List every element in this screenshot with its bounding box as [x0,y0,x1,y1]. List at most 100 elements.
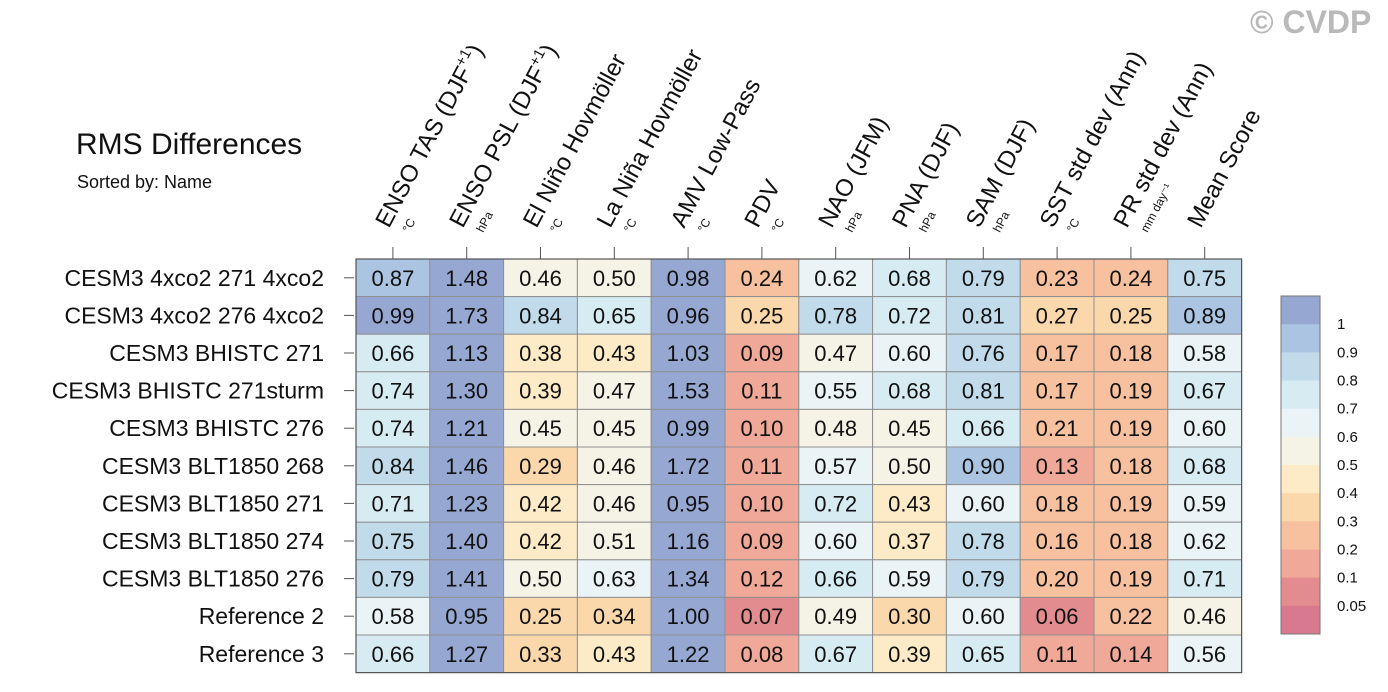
heatmap-cell [355,371,431,410]
cell-value-label: 0.58 [1183,341,1226,366]
colorbar-tick-label: 0.1 [1337,570,1358,587]
cell-value-label: 0.43 [593,341,636,366]
cell-value-label: 0.20 [1036,567,1079,592]
colorbar-swatch [1281,465,1320,494]
column-label-superscript: +1 [452,46,475,69]
cell-value-label: 0.12 [740,567,783,592]
cell-value-label: 0.60 [888,341,931,366]
cell-value-label: 0.65 [962,642,1005,667]
heatmap-cell [798,296,874,335]
heatmap-cell [1019,484,1095,523]
cell-value-label: 0.96 [667,303,710,328]
cell-value-label: 0.17 [1036,341,1079,366]
heatmap-cell [576,484,652,523]
heatmap-cell [724,296,800,335]
heatmap-cell [798,634,874,674]
cell-value-label: 0.79 [371,567,414,592]
cell-value-label: 0.11 [741,454,782,479]
column-header: SST std dev (Ann)°C [1035,46,1151,235]
cell-value-label: 0.10 [740,416,783,441]
heatmap-frame [355,258,1243,674]
heatmap-cell [576,596,652,636]
cell-value-label: 0.38 [519,341,562,366]
row-label: Reference 3 [199,641,324,667]
row-label: CESM3 4xco2 276 4xco2 [64,302,324,328]
heatmap-cell [1167,521,1243,561]
heatmap-cell [355,333,431,373]
colorbar-swatch [1281,493,1320,522]
heatmap-cell [503,371,578,410]
heatmap-cell [872,446,947,486]
heatmap-cell [576,446,652,486]
colorbar-tick-label: 0.4 [1337,485,1358,502]
cell-value-label: 0.10 [740,491,783,516]
cell-value-label: 0.48 [814,416,857,441]
heatmap-cell [798,596,874,636]
cell-value-label: 0.81 [962,379,1005,404]
cell-value-label: 0.68 [1183,454,1226,479]
row-label: CESM3 BLT1850 268 [102,453,324,479]
cell-value-label: 0.84 [371,454,414,479]
cell-value-label: 1.16 [667,529,710,554]
cell-value-label: 1.72 [667,454,710,479]
heatmap-cell [650,559,726,598]
cell-value-label: 0.39 [519,379,562,404]
cell-value-label: 1.21 [445,416,488,441]
cell-value-label: 1.46 [445,454,488,479]
cell-value-label: 0.23 [1036,266,1079,291]
row-label: CESM3 BHISTC 276 [109,415,324,441]
heatmap-cell [503,559,578,598]
column-unit-label: °C [621,216,640,235]
row-label: CESM3 BLT1850 274 [102,528,324,554]
heatmap-cell [872,258,947,298]
row-label: CESM3 BLT1850 276 [102,566,324,592]
cell-value-label: 0.25 [740,303,783,328]
cell-value-label: 0.46 [593,454,636,479]
cell-value-label: 0.60 [1183,416,1226,441]
heatmap-cell [872,521,947,561]
row-label: Reference 2 [199,603,324,629]
cell-value-label: 0.07 [740,604,783,629]
cell-value-label: 0.45 [593,416,636,441]
cell-value-label: 0.50 [593,266,636,291]
cell-value-label: 1.41 [445,567,488,592]
cell-value-label: 0.90 [962,454,1005,479]
cell-value-label: 0.66 [371,341,414,366]
column-label: Mean Score [1182,105,1267,232]
cell-value-label: 0.33 [519,642,562,667]
cell-value-label: 0.60 [814,529,857,554]
heatmap-cell [1167,333,1243,373]
cell-value-label: 0.09 [740,529,783,554]
colorbar-tick-label: 0.2 [1337,542,1358,559]
colorbar-swatch [1281,352,1320,381]
column-header: PDV°C [739,176,787,235]
colorbar-tick-label: 0.8 [1337,373,1358,390]
cell-value-label: 0.62 [1183,529,1226,554]
heatmap-cell [945,446,1021,486]
row-label: CESM3 BHISTC 271 [109,340,324,366]
cell-value-label: 0.46 [1183,604,1226,629]
cell-value-label: 0.75 [371,529,414,554]
cell-value-label: 0.99 [667,416,710,441]
colorbar-swatch [1281,605,1320,635]
cell-value-label: 0.37 [888,529,931,554]
cell-value-label: 0.50 [888,454,931,479]
cell-value-label: 0.14 [1109,642,1152,667]
heatmap-cell [1167,258,1243,298]
heatmap-cell [872,559,947,598]
cell-value-label: 0.24 [740,266,783,291]
cell-value-label: 0.45 [519,416,562,441]
heatmap-cell [1019,333,1095,373]
chart-title: RMS Differences [76,128,303,161]
cell-value-label: 0.74 [371,416,414,441]
heatmap-cell [872,596,947,636]
cell-value-label: 0.71 [371,491,414,516]
column-unit-label: °C [1064,216,1083,235]
heatmap-cell [1093,296,1169,335]
cell-value-label: 0.09 [740,341,783,366]
heatmap-cell [1093,258,1169,298]
cvdp-watermark: © CVDP [1250,4,1372,40]
cell-value-label: 0.89 [1183,303,1226,328]
cell-value-label: 0.19 [1109,379,1152,404]
colorbar-tick-label: 0.5 [1337,457,1358,474]
